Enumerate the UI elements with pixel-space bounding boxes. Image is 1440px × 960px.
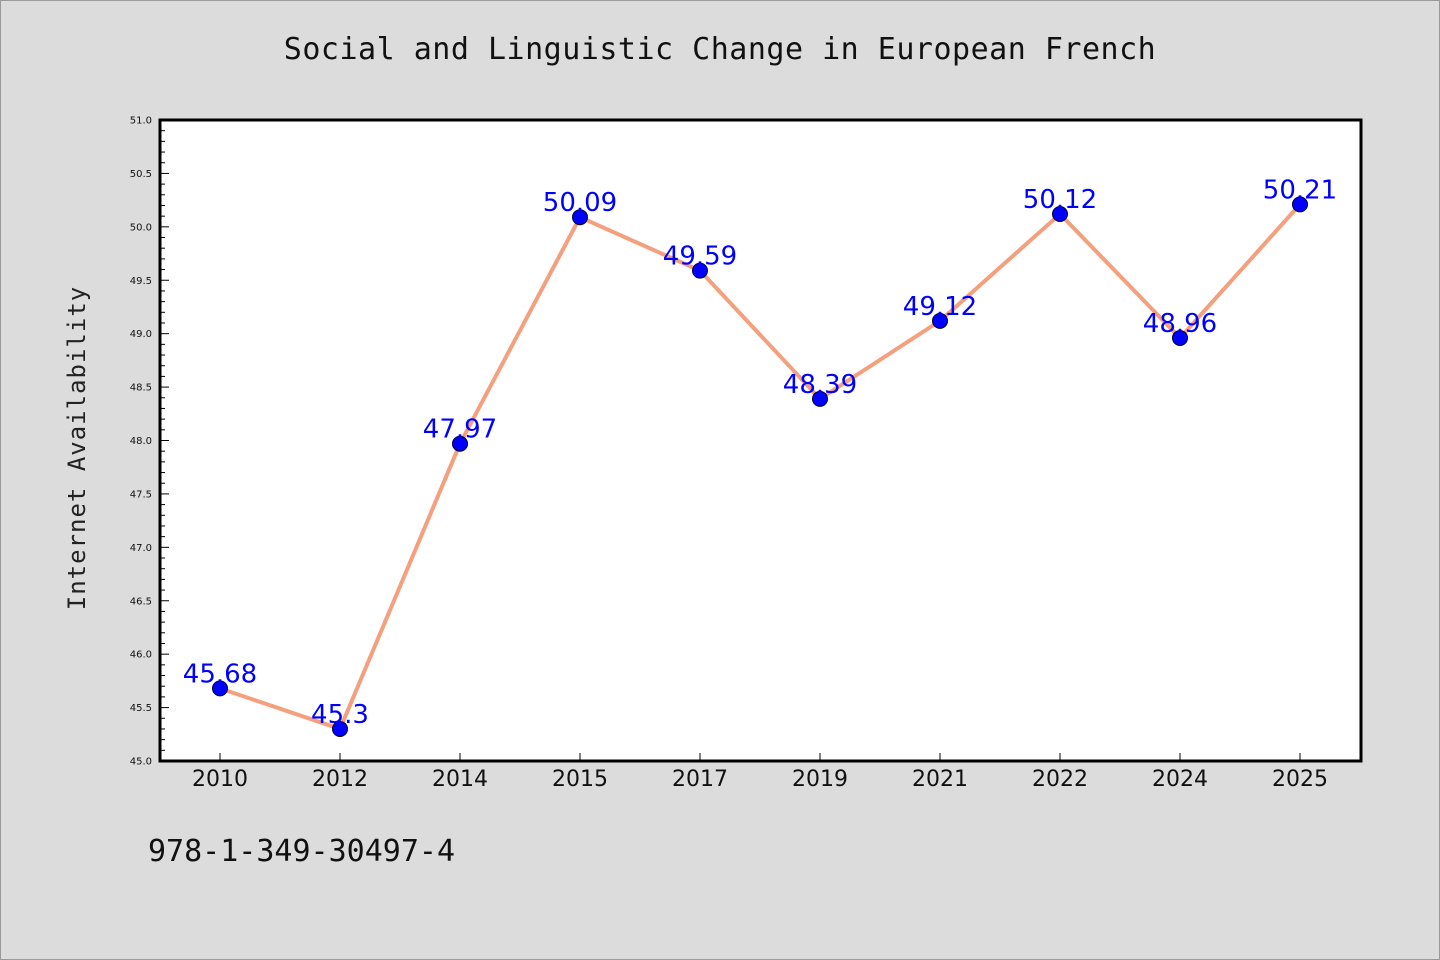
y-tick-label: 46.5: [130, 596, 152, 607]
x-tick-label: 2012: [312, 767, 368, 792]
data-label: 50.12: [1023, 185, 1097, 215]
y-tick-label: 46.0: [130, 650, 152, 661]
y-tick-label: 47.0: [130, 543, 152, 554]
x-tick-label: 2022: [1032, 767, 1088, 792]
y-axis: 45.0 45.5 46.0 46.5 47.0 47.5 48.0 48.5 49.0 49.5…: [130, 116, 169, 768]
x-tick-label: 2019: [792, 767, 848, 792]
y-tick-label: 48.5: [130, 383, 152, 394]
data-point-marker: [1052, 206, 1068, 223]
data-label: 49.59: [663, 242, 737, 272]
data-point-marker: [452, 435, 468, 452]
y-tick-label: 50.5: [130, 169, 152, 180]
series-line: [219, 203, 1302, 731]
x-tick-label: 2025: [1272, 767, 1328, 792]
x-tick-label: 2010: [192, 767, 248, 792]
data-label: 45.3: [311, 700, 369, 730]
data-point-marker: [1292, 196, 1308, 213]
x-tick-label: 2017: [672, 767, 728, 792]
y-tick-label: 49.5: [130, 276, 152, 287]
data-label: 50.09: [543, 188, 617, 218]
x-tick-label: 2024: [1152, 767, 1208, 792]
data-point-marker: [212, 680, 228, 697]
markers: [212, 196, 1308, 737]
plot-area: [158, 118, 1363, 763]
data-label: 45.68: [183, 659, 257, 689]
y-tick-label: 45.5: [130, 703, 152, 714]
y-tick-label: 47.5: [130, 489, 152, 500]
y-tick-label: 48.0: [130, 436, 152, 447]
x-axis: 2010 2012 2014 2015 2017 2019 2021 2022 2024 2025: [192, 753, 1328, 792]
y-tick-label: 45.0: [130, 757, 152, 768]
data-label: 49.12: [903, 292, 977, 322]
y-tick-label: 50.0: [130, 222, 152, 233]
data-point-marker: [932, 312, 948, 329]
y-tick-label: 51.0: [130, 116, 152, 127]
data-point-marker: [572, 209, 588, 226]
data-point-marker: [332, 720, 348, 737]
data-point-marker: [1172, 329, 1188, 346]
data-labels: 45.68 45.3 47.97 50.09 49.59 48.39 49.12 50.12 4…: [183, 175, 1337, 730]
data-label: 48.96: [1143, 309, 1217, 339]
chart-title: Social and Linguistic Change in European…: [283, 32, 1157, 67]
data-label: 47.97: [423, 415, 497, 445]
data-point-marker: [692, 262, 708, 279]
isbn-text: 978-1-349-30497-4: [148, 834, 456, 869]
data-label: 50.21: [1263, 175, 1337, 205]
y-tick-label: 49.0: [130, 329, 152, 340]
data-point-marker: [812, 390, 828, 407]
x-tick-label: 2021: [912, 767, 968, 792]
x-tick-label: 2014: [432, 767, 488, 792]
data-label: 48.39: [783, 370, 857, 400]
x-tick-label: 2015: [552, 767, 608, 792]
